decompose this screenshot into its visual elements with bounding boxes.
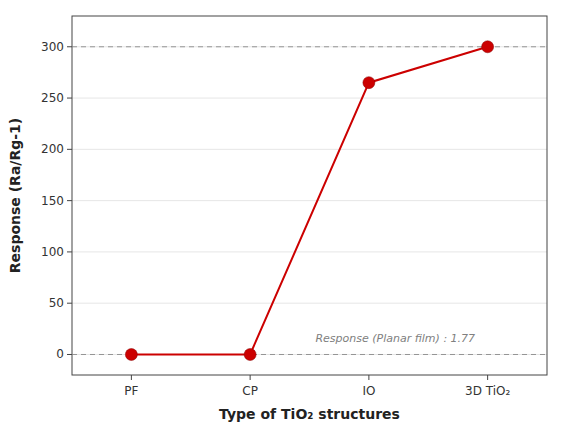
y-tick-label: 50 [49, 296, 64, 310]
y-tick-label: 100 [41, 245, 64, 259]
grid-line [72, 303, 547, 304]
y-tick-label: 150 [41, 194, 64, 208]
y-tick [67, 303, 72, 304]
point [482, 41, 494, 53]
grid-line [72, 251, 547, 252]
point [363, 77, 375, 89]
point [244, 348, 256, 360]
y-tick [67, 98, 72, 99]
y-tick [67, 149, 72, 150]
y-tick [67, 200, 72, 201]
reference-line [72, 46, 547, 47]
x-tick-label: PF [124, 384, 138, 398]
y-tick-label: 300 [41, 40, 64, 54]
grid-line [72, 46, 547, 47]
x-axis-label: Type of TiO₂ structures [219, 406, 400, 422]
x-tick [368, 375, 369, 380]
annotation: Response (Planar film) : 1.77 [315, 332, 475, 345]
x-tick-label: CP [242, 384, 258, 398]
point [125, 348, 137, 360]
plot-frame [72, 16, 547, 375]
x-tick [131, 375, 132, 380]
chart: 0 50 100 150 200 250 300 PF CP IO 3D TiO₂ Response … [0, 0, 563, 433]
y-tick [67, 46, 72, 47]
y-tick [67, 251, 72, 252]
y-axis-label: Response (Ra/Rg-1) [7, 118, 23, 273]
x-tick-label: IO [362, 384, 375, 398]
y-tick-label: 250 [41, 91, 64, 105]
y-tick-label: 200 [41, 142, 64, 156]
plot-area [72, 41, 547, 361]
grid-line [72, 200, 547, 201]
y-tick [67, 354, 72, 355]
x-tick [250, 375, 251, 380]
x-tick [487, 375, 488, 380]
y-tick-label: 0 [56, 347, 64, 361]
grid-line [72, 149, 547, 150]
line [131, 47, 487, 355]
x-tick-label: 3D TiO₂ [465, 384, 510, 398]
grid-line [72, 98, 547, 99]
